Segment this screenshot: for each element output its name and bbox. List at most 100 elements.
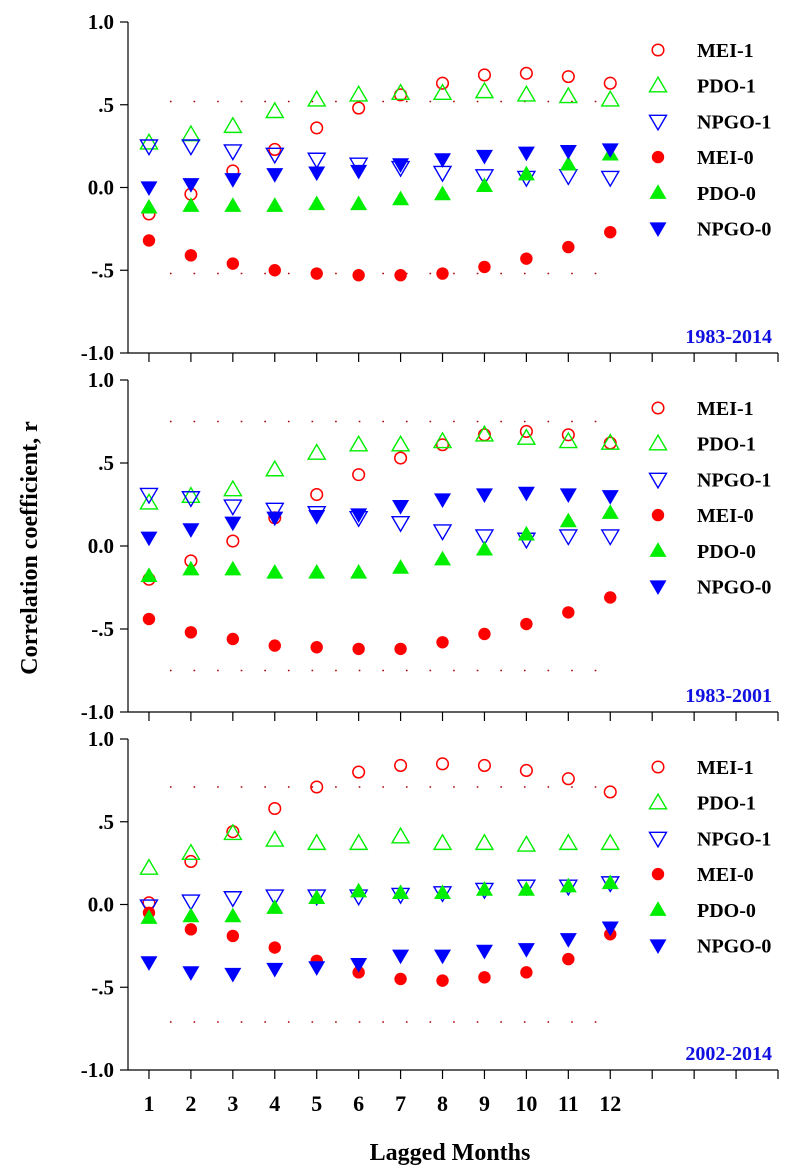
point-MEI-1 xyxy=(310,121,324,135)
point-NPGO-1 xyxy=(306,152,327,170)
legend-marker-NPGO-1 xyxy=(648,472,668,490)
point-NPGO-0 xyxy=(559,144,577,160)
legend-label: MEI-1 xyxy=(697,40,754,62)
legend-marker-MEI-1 xyxy=(651,43,665,57)
point-MEI-0 xyxy=(478,971,491,984)
y-tick-label: -.5 xyxy=(91,617,114,641)
y-tick-label: 0.0 xyxy=(88,893,114,917)
period-label: 1983-2001 xyxy=(685,685,772,707)
point-PDO-0 xyxy=(517,165,535,181)
point-PDO-0 xyxy=(182,197,200,212)
point-NPGO-1 xyxy=(516,879,537,897)
point-MEI-1 xyxy=(268,801,282,816)
point-PDO-1 xyxy=(181,124,201,142)
legend-marker-PDO-0 xyxy=(649,901,667,916)
point-MEI-0 xyxy=(562,240,575,254)
point-PDO-1 xyxy=(223,116,243,134)
point-MEI-0 xyxy=(562,606,575,619)
point-PDO-0 xyxy=(224,560,242,576)
point-PDO-0 xyxy=(350,564,368,579)
point-NPGO-1 xyxy=(558,169,579,186)
x-tick-label: 9 xyxy=(479,1091,490,1116)
point-PDO-0 xyxy=(266,899,284,914)
point-MEI-1 xyxy=(435,76,450,90)
point-PDO-1 xyxy=(432,833,453,851)
x-tick-label: 2 xyxy=(185,1091,196,1116)
point-MEI-1 xyxy=(603,436,617,450)
point-PDO-1 xyxy=(181,843,201,861)
point-PDO-0 xyxy=(224,907,242,923)
point-PDO-1 xyxy=(181,486,201,504)
point-PDO-1 xyxy=(265,101,285,119)
point-MEI-0 xyxy=(268,639,281,652)
y-tick-label: 0.0 xyxy=(88,534,114,558)
point-MEI-0 xyxy=(142,612,156,626)
point-MEI-1 xyxy=(477,758,492,773)
point-PDO-1 xyxy=(390,826,411,844)
point-MEI-1 xyxy=(561,772,575,786)
legend-marker-NPGO-0 xyxy=(649,222,667,237)
point-NPGO-0 xyxy=(475,488,493,504)
point-NPGO-0 xyxy=(475,944,493,960)
point-PDO-0 xyxy=(350,882,368,898)
x-tick-label: 8 xyxy=(437,1091,448,1116)
point-NPGO-1 xyxy=(432,165,453,183)
point-NPGO-1 xyxy=(139,139,159,157)
point-PDO-0 xyxy=(182,907,200,923)
point-PDO-1 xyxy=(432,431,453,449)
legend-marker-PDO-0 xyxy=(649,542,667,557)
panel-1983-2001: -1.0 -.5 0.0 .5 1.0 MEI-1 PDO-1 NPGO-1 MEI-0 PDO-… xyxy=(81,368,779,724)
y-tick-label: -1.0 xyxy=(81,341,114,365)
x-tick-label: 4 xyxy=(269,1091,280,1116)
point-NPGO-0 xyxy=(140,181,158,196)
point-PDO-0 xyxy=(392,559,410,574)
point-NPGO-1 xyxy=(600,170,620,188)
point-NPGO-0 xyxy=(224,173,242,188)
point-NPGO-0 xyxy=(266,962,284,978)
y-tick-label: 1.0 xyxy=(88,10,114,34)
point-PDO-1 xyxy=(474,833,495,851)
point-NPGO-0 xyxy=(308,166,326,182)
point-PDO-1 xyxy=(306,443,327,460)
y-tick-label: 1.0 xyxy=(88,727,114,751)
point-PDO-1 xyxy=(348,84,369,102)
point-PDO-0 xyxy=(559,155,577,171)
point-PDO-1 xyxy=(306,833,327,851)
point-PDO-0 xyxy=(266,564,284,579)
point-MEI-1 xyxy=(603,76,617,90)
point-PDO-1 xyxy=(600,433,620,450)
point-NPGO-1 xyxy=(223,891,243,908)
point-MEI-0 xyxy=(184,626,198,639)
point-PDO-1 xyxy=(516,428,537,445)
point-PDO-0 xyxy=(350,195,368,211)
point-PDO-1 xyxy=(516,84,537,102)
point-PDO-1 xyxy=(348,833,369,851)
legend-marker-MEI-0 xyxy=(651,867,665,881)
point-MEI-0 xyxy=(352,269,365,282)
point-MEI-0 xyxy=(604,591,617,604)
point-NPGO-1 xyxy=(223,144,243,161)
point-MEI-1 xyxy=(394,451,408,465)
point-NPGO-0 xyxy=(392,158,410,173)
x-tick-label: 12 xyxy=(599,1091,621,1116)
legend-marker-NPGO-1 xyxy=(648,114,668,132)
point-MEI-0 xyxy=(394,269,407,282)
legend-marker-NPGO-0 xyxy=(649,580,667,595)
point-MEI-1 xyxy=(352,101,366,115)
point-PDO-0 xyxy=(308,889,326,904)
x-tick-label: 6 xyxy=(353,1091,364,1116)
legend-marker-PDO-1 xyxy=(648,75,668,93)
point-PDO-1 xyxy=(516,835,537,852)
point-NPGO-1 xyxy=(139,899,159,917)
point-MEI-0 xyxy=(184,249,198,262)
point-MEI-1 xyxy=(268,142,282,156)
point-MEI-0 xyxy=(604,225,617,239)
point-PDO-0 xyxy=(434,185,452,201)
point-PDO-1 xyxy=(139,492,159,510)
point-PDO-1 xyxy=(223,479,243,497)
point-MEI-1 xyxy=(310,487,324,502)
point-MEI-0 xyxy=(520,252,533,265)
point-NPGO-0 xyxy=(517,943,535,958)
point-PDO-1 xyxy=(223,823,243,841)
